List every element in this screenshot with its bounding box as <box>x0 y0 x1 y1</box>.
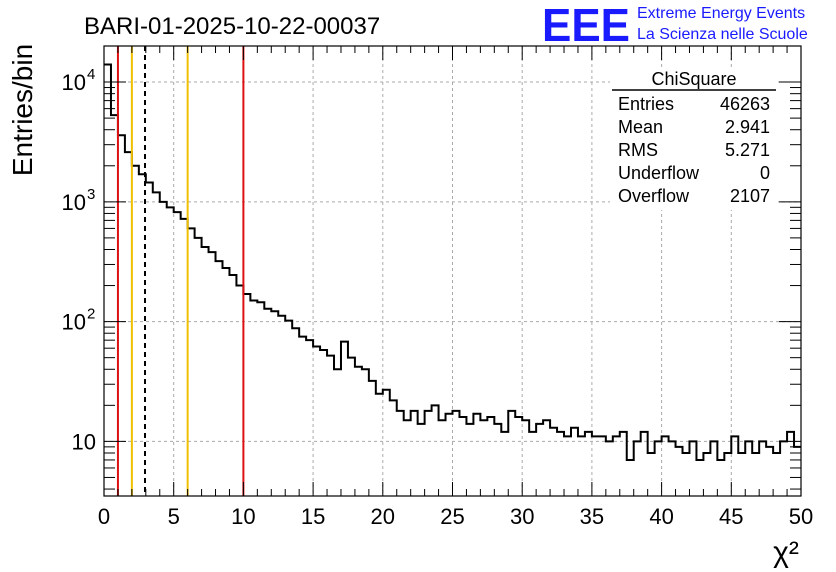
x-tick-label: 0 <box>98 504 110 529</box>
x-tick-label: 20 <box>371 504 395 529</box>
stats-value: 2107 <box>730 186 770 206</box>
y-tick-label: 10 <box>62 70 86 95</box>
stats-box-background <box>610 70 778 210</box>
x-tick-label: 5 <box>168 504 180 529</box>
y-tick-exponent: 3 <box>87 186 95 203</box>
stats-label: Overflow <box>618 186 690 206</box>
histogram <box>104 63 801 461</box>
y-tick-label: 10 <box>62 190 86 215</box>
stats-box: ChiSquare Entries 46263 Mean 2.941 RMS 5.271 U… <box>610 69 778 210</box>
y-axis-title: Entries/bin <box>7 44 38 176</box>
x-tick-label: 15 <box>301 504 325 529</box>
y-tick-exponent: 2 <box>87 306 95 323</box>
stats-title: ChiSquare <box>651 69 736 89</box>
y-tick-label: 10 <box>62 310 86 335</box>
stats-value: 46263 <box>720 94 770 114</box>
stats-rows: Entries 46263 Mean 2.941 RMS 5.271 Underflow 0 O… <box>618 94 770 206</box>
x-axis-title: χ² <box>773 536 799 569</box>
x-tick-label: 30 <box>510 504 534 529</box>
stats-label: Underflow <box>618 163 700 183</box>
axis-ticks <box>103 46 802 496</box>
stats-label: RMS <box>618 140 658 160</box>
y-tick-label: 10 <box>72 429 96 454</box>
x-tick-label: 35 <box>580 504 604 529</box>
run-title: BARI-01-2025-10-22-00037 <box>84 13 380 40</box>
x-tick-labels: 0 5 10 15 20 25 30 35 40 45 50 <box>98 504 813 529</box>
y-tick-exponent: 4 <box>87 66 95 83</box>
logo-line-1: Extreme Energy Events <box>637 5 805 22</box>
reference-lines <box>116 46 245 496</box>
x-tick-label: 10 <box>231 504 255 529</box>
x-tick-label: 45 <box>719 504 743 529</box>
stats-value: 2.941 <box>725 117 770 137</box>
x-tick-label: 40 <box>649 504 673 529</box>
eee-logo: EEE <box>542 0 630 51</box>
x-tick-label: 25 <box>440 504 464 529</box>
x-tick-label: 50 <box>789 504 813 529</box>
stats-label: Mean <box>618 117 663 137</box>
histogram-outline <box>104 63 801 461</box>
logo-line-2: La Scienza nelle Scuole <box>637 26 808 43</box>
stats-value: 5.271 <box>725 140 770 160</box>
stats-label: Entries <box>618 94 674 114</box>
stats-value: 0 <box>760 163 770 183</box>
